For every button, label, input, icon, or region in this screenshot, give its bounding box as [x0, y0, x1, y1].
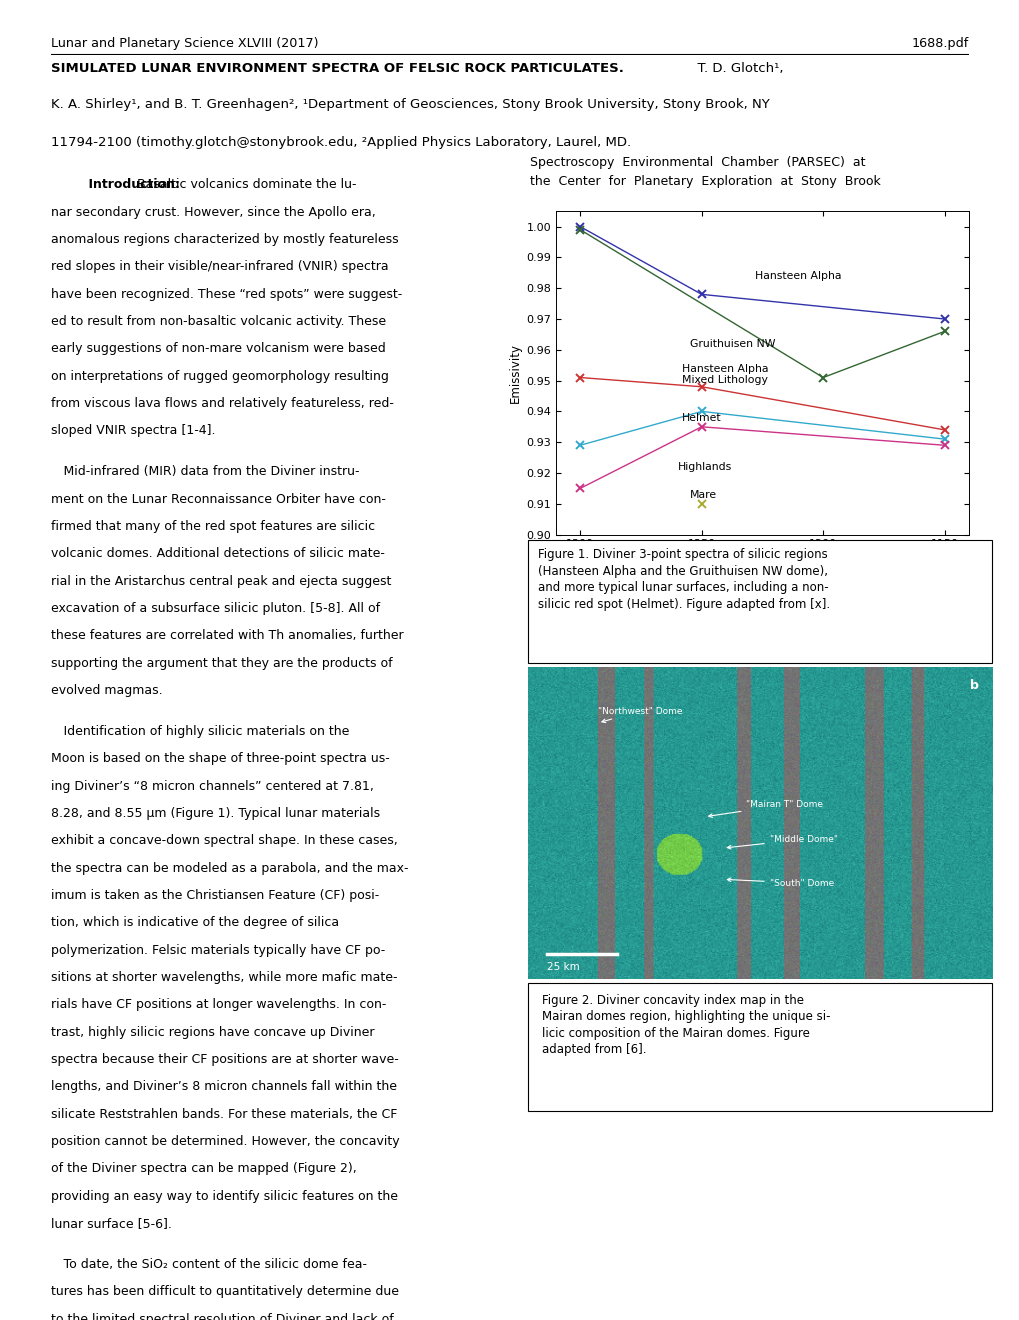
Text: of the Diviner spectra can be mapped (Figure 2),: of the Diviner spectra can be mapped (Fi…: [51, 1163, 357, 1175]
Text: silicate Reststrahlen bands. For these materials, the CF: silicate Reststrahlen bands. For these m…: [51, 1107, 397, 1121]
Text: Hansteen Alpha: Hansteen Alpha: [754, 271, 841, 281]
Text: from viscous lava flows and relatively featureless, red-: from viscous lava flows and relatively f…: [51, 397, 393, 411]
Text: Lunar and Planetary Science XLVIII (2017): Lunar and Planetary Science XLVIII (2017…: [51, 37, 318, 50]
Text: Figure 2. Diviner concavity index map in the
Mairan domes region, highlighting t: Figure 2. Diviner concavity index map in…: [542, 994, 829, 1056]
Text: ment on the Lunar Reconnaissance Orbiter have con-: ment on the Lunar Reconnaissance Orbiter…: [51, 492, 385, 506]
Text: lunar surface [5-6].: lunar surface [5-6].: [51, 1217, 172, 1230]
Text: ed to result from non-basaltic volcanic activity. These: ed to result from non-basaltic volcanic …: [51, 315, 386, 327]
Text: "Northwest" Dome: "Northwest" Dome: [597, 706, 682, 722]
Text: "Mairan T" Dome: "Mairan T" Dome: [708, 800, 822, 817]
Text: tion, which is indicative of the degree of silica: tion, which is indicative of the degree …: [51, 916, 338, 929]
Text: anomalous regions characterized by mostly featureless: anomalous regions characterized by mostl…: [51, 232, 398, 246]
Text: Mare: Mare: [689, 490, 716, 499]
Text: spectra because their CF positions are at shorter wave-: spectra because their CF positions are a…: [51, 1053, 398, 1067]
Text: these features are correlated with Th anomalies, further: these features are correlated with Th an…: [51, 630, 404, 643]
Text: Gruithuisen NW: Gruithuisen NW: [689, 339, 774, 348]
Text: on interpretations of rugged geomorphology resulting: on interpretations of rugged geomorpholo…: [51, 370, 388, 383]
Text: have been recognized. These “red spots” were suggest-: have been recognized. These “red spots” …: [51, 288, 401, 301]
Text: Spectroscopy  Environmental  Chamber  (PARSEC)  at
the  Center  for  Planetary  : Spectroscopy Environmental Chamber (PARS…: [530, 156, 880, 187]
Text: SIMULATED LUNAR ENVIRONMENT SPECTRA OF FELSIC ROCK PARTICULATES.: SIMULATED LUNAR ENVIRONMENT SPECTRA OF F…: [51, 62, 624, 75]
Text: rials have CF positions at longer wavelengths. In con-: rials have CF positions at longer wavele…: [51, 998, 386, 1011]
Text: red slopes in their visible/near-infrared (VNIR) spectra: red slopes in their visible/near-infrare…: [51, 260, 388, 273]
Text: imum is taken as the Christiansen Feature (CF) posi-: imum is taken as the Christiansen Featur…: [51, 888, 379, 902]
Text: ing Diviner’s “8 micron channels” centered at 7.81,: ing Diviner’s “8 micron channels” center…: [51, 780, 374, 792]
Y-axis label: Emissivity: Emissivity: [508, 343, 522, 403]
Text: volcanic domes. Additional detections of silicic mate-: volcanic domes. Additional detections of…: [51, 548, 384, 560]
Text: to the limited spectral resolution of Diviner and lack of: to the limited spectral resolution of Di…: [51, 1312, 393, 1320]
Text: trast, highly silicic regions have concave up Diviner: trast, highly silicic regions have conca…: [51, 1026, 374, 1039]
Text: Figure 1. Diviner 3-point spectra of silicic regions
(Hansteen Alpha and the Gru: Figure 1. Diviner 3-point spectra of sil…: [537, 549, 828, 611]
Text: polymerization. Felsic materials typically have CF po-: polymerization. Felsic materials typical…: [51, 944, 385, 957]
Text: K. A. Shirley¹, and B. T. Greenhagen², ¹Department of Geosciences, Stony Brook U: K. A. Shirley¹, and B. T. Greenhagen², ¹…: [51, 98, 769, 111]
Text: Helmet: Helmet: [682, 413, 721, 422]
Text: 1688.pdf: 1688.pdf: [911, 37, 968, 50]
Text: Basaltic volcanics dominate the lu-: Basaltic volcanics dominate the lu-: [129, 178, 357, 191]
Text: lengths, and Diviner’s 8 micron channels fall within the: lengths, and Diviner’s 8 micron channels…: [51, 1080, 396, 1093]
Text: early suggestions of non-mare volcanism were based: early suggestions of non-mare volcanism …: [51, 342, 385, 355]
Text: providing an easy way to identify silicic features on the: providing an easy way to identify silici…: [51, 1189, 397, 1203]
Text: firmed that many of the red spot features are silicic: firmed that many of the red spot feature…: [51, 520, 375, 533]
Text: the spectra can be modeled as a parabola, and the max-: the spectra can be modeled as a parabola…: [51, 862, 408, 875]
Text: tures has been difficult to quantitatively determine due: tures has been difficult to quantitative…: [51, 1286, 398, 1299]
Text: Mid-infrared (MIR) data from the Diviner instru-: Mid-infrared (MIR) data from the Diviner…: [51, 465, 359, 478]
Text: evolved magmas.: evolved magmas.: [51, 684, 162, 697]
Text: 8.28, and 8.55 μm (Figure 1). Typical lunar materials: 8.28, and 8.55 μm (Figure 1). Typical lu…: [51, 807, 380, 820]
Text: 25 km: 25 km: [546, 962, 579, 972]
Text: To date, the SiO₂ content of the silicic dome fea-: To date, the SiO₂ content of the silicic…: [51, 1258, 367, 1271]
Text: Introduction:: Introduction:: [51, 178, 179, 191]
Text: sitions at shorter wavelengths, while more mafic mate-: sitions at shorter wavelengths, while mo…: [51, 972, 397, 983]
Text: supporting the argument that they are the products of: supporting the argument that they are th…: [51, 656, 392, 669]
Text: excavation of a subsurface silicic pluton. [5-8]. All of: excavation of a subsurface silicic pluto…: [51, 602, 380, 615]
Text: Highlands: Highlands: [677, 462, 731, 471]
Text: "Middle Dome": "Middle Dome": [727, 834, 837, 849]
Text: rial in the Aristarchus central peak and ejecta suggest: rial in the Aristarchus central peak and…: [51, 574, 391, 587]
Text: Identification of highly silicic materials on the: Identification of highly silicic materia…: [51, 725, 350, 738]
Text: exhibit a concave-down spectral shape. In these cases,: exhibit a concave-down spectral shape. I…: [51, 834, 397, 847]
Text: b: b: [969, 678, 977, 692]
Text: 11794-2100 (timothy.glotch@stonybrook.edu, ²Applied Physics Laboratory, Laurel, : 11794-2100 (timothy.glotch@stonybrook.ed…: [51, 136, 631, 149]
Text: Hansteen Alpha
Mixed Lithology: Hansteen Alpha Mixed Lithology: [682, 363, 768, 385]
Text: "South" Dome: "South" Dome: [727, 878, 834, 887]
Text: sloped VNIR spectra [1-4].: sloped VNIR spectra [1-4].: [51, 424, 215, 437]
Text: Moon is based on the shape of three-point spectra us-: Moon is based on the shape of three-poin…: [51, 752, 389, 766]
Text: T. D. Glotch¹,: T. D. Glotch¹,: [689, 62, 783, 75]
X-axis label: Wavenumber (cm⁻¹): Wavenumber (cm⁻¹): [701, 553, 822, 566]
Text: position cannot be determined. However, the concavity: position cannot be determined. However, …: [51, 1135, 399, 1148]
Text: nar secondary crust. However, since the Apollo era,: nar secondary crust. However, since the …: [51, 206, 375, 219]
